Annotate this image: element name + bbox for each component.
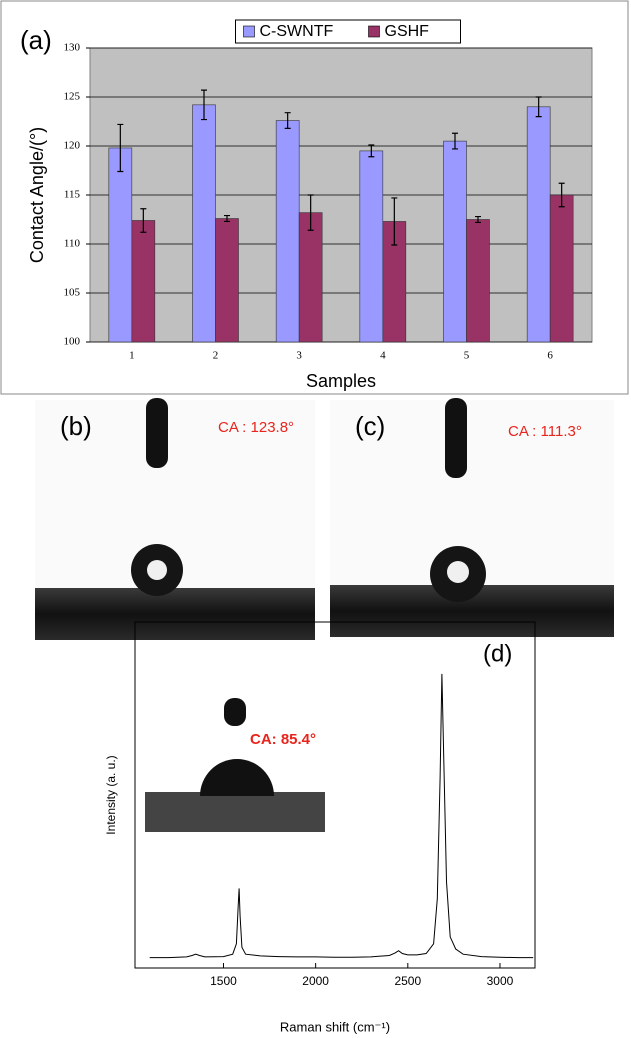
x-tick-label: 5 [464, 350, 470, 362]
x-axis-label: Raman shift (cm⁻¹) [280, 1019, 390, 1034]
inset-photo [145, 698, 325, 832]
bar [467, 220, 490, 343]
x-tick-label: 4 [380, 350, 386, 362]
inset-annotation: CA: 85.4° [250, 731, 316, 748]
x-tick-label: 6 [547, 350, 553, 362]
x-tick-label: 3 [296, 350, 302, 362]
bar [109, 148, 132, 342]
bar [216, 219, 239, 342]
y-tick-label: 125 [64, 91, 81, 103]
legend-swatch [244, 26, 255, 37]
panel-label: (d) [483, 640, 512, 667]
legend-label: C-SWNTF [260, 23, 334, 40]
y-axis-label: Contact Angle/(°) [27, 127, 47, 263]
x-tick-label: 2000 [302, 974, 329, 988]
bar [132, 220, 155, 342]
legend-swatch [369, 26, 380, 37]
bar [550, 195, 573, 342]
bar [276, 121, 299, 342]
panel-label: (c) [355, 411, 385, 441]
x-tick-label: 2500 [394, 974, 421, 988]
legend-label: GSHF [385, 23, 430, 40]
panel-label: (b) [60, 411, 92, 441]
bar [193, 105, 216, 342]
y-tick-label: 110 [64, 238, 81, 250]
bar [360, 151, 383, 342]
bar [527, 107, 550, 342]
bar [299, 213, 322, 342]
y-axis-label: Intensity (a. u.) [104, 755, 118, 834]
figure: (b) CA : 123.8° (c) CA : 111.3° 10010511… [0, 0, 631, 1038]
x-axis-label: Samples [306, 371, 376, 391]
x-tick-label: 1 [129, 350, 135, 362]
contact-angle: CA : 123.8° [218, 419, 294, 436]
x-tick-label: 3000 [487, 974, 514, 988]
panel-label: (a) [20, 25, 52, 55]
bar [444, 141, 467, 342]
x-tick-label: 2 [213, 350, 219, 362]
x-tick-label: 1500 [210, 974, 237, 988]
y-tick-label: 120 [64, 140, 81, 152]
contact-angle: CA : 111.3° [508, 423, 582, 440]
y-tick-label: 100 [64, 336, 81, 348]
y-tick-label: 130 [64, 42, 81, 54]
y-tick-label: 105 [64, 287, 81, 299]
page: {"chart_data": [ {"type": "bar", "label"… [0, 0, 631, 1038]
y-tick-label: 115 [64, 189, 81, 201]
